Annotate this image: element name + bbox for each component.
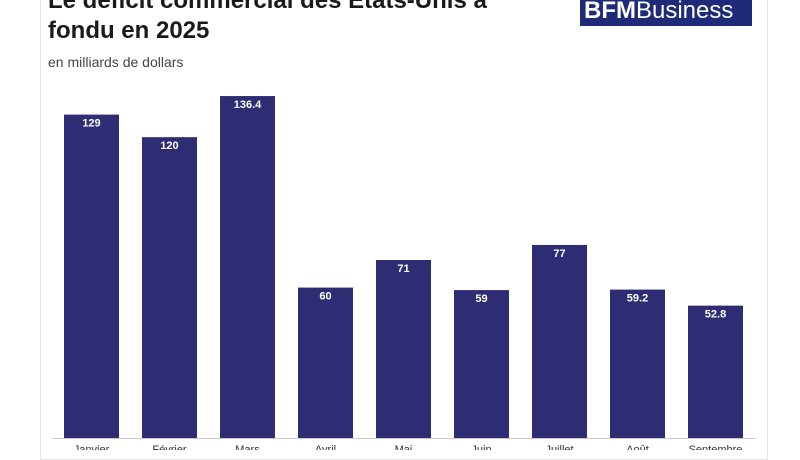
value-label: 71 bbox=[397, 263, 409, 275]
bar bbox=[298, 287, 353, 438]
value-label: 129 bbox=[82, 118, 100, 130]
chart: 129 Janvier 120 Février 136.4 Mars 60 Avril 71 Ma… bbox=[52, 96, 756, 450]
value-label: 77 bbox=[553, 248, 565, 260]
bar bbox=[688, 305, 743, 438]
value-label: 59.2 bbox=[627, 293, 648, 305]
x-tick-label: Juin bbox=[471, 444, 491, 450]
bar bbox=[64, 114, 119, 439]
bar bbox=[376, 260, 431, 438]
page: {"chart_data": {"type": "bar", "title": … bbox=[40, 0, 768, 460]
value-label: 60 bbox=[319, 291, 331, 303]
x-tick-label: Avril bbox=[315, 444, 336, 450]
chart-subtitle: en milliards de dollars bbox=[48, 54, 184, 70]
logo-brand: BFM bbox=[584, 0, 636, 24]
chart-title: Le déficit commercial des États-Unis a f… bbox=[48, 0, 487, 44]
bar bbox=[142, 137, 197, 438]
x-tick-label: Août bbox=[626, 444, 649, 450]
value-label: 136.4 bbox=[234, 99, 262, 111]
x-tick-label: Mai bbox=[395, 444, 413, 450]
bar bbox=[454, 290, 509, 438]
value-label: 52.8 bbox=[705, 309, 726, 321]
logo-sub: Business bbox=[635, 0, 734, 24]
x-tick-label: Septembre bbox=[689, 444, 743, 450]
x-tick-label: Juillet bbox=[545, 444, 573, 450]
logo: BFMBusiness bbox=[580, 0, 752, 26]
value-label: 120 bbox=[160, 140, 178, 152]
bar bbox=[532, 244, 587, 438]
x-tick-label: Mars bbox=[235, 444, 260, 450]
value-label: 59 bbox=[475, 293, 487, 305]
bar bbox=[220, 96, 275, 438]
bar bbox=[610, 289, 665, 438]
x-tick-label: Février bbox=[152, 444, 187, 450]
x-tick-label: Janvier bbox=[74, 444, 110, 450]
